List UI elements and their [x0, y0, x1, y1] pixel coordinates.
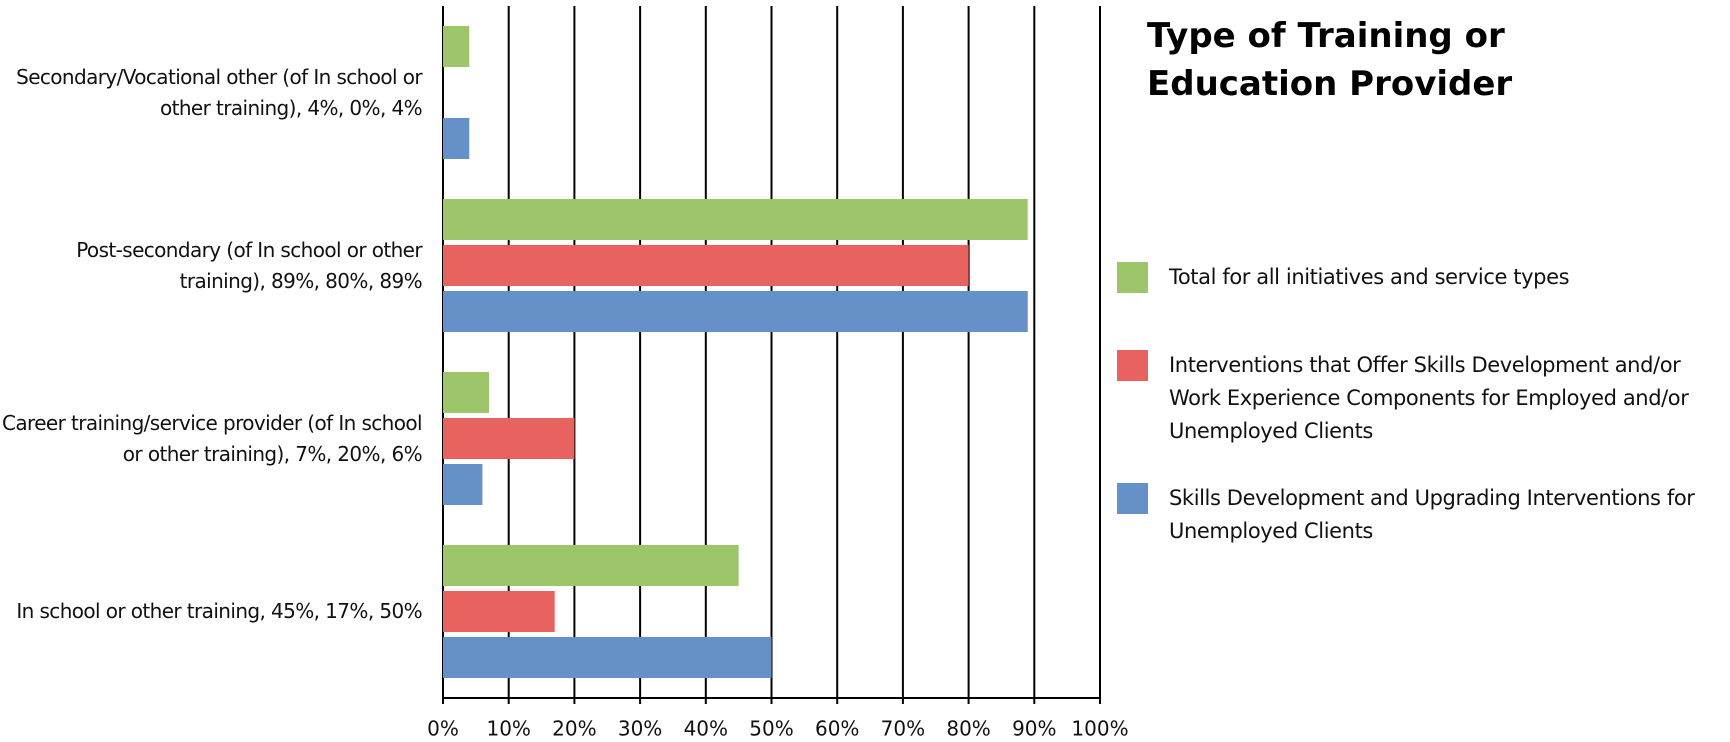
y-tick-label: Secondary/Vocational other (of In school… — [16, 64, 423, 120]
bar — [443, 245, 969, 286]
x-tick-label: 50% — [749, 717, 793, 741]
x-tick-label: 60% — [815, 717, 859, 741]
legend-swatch — [1117, 483, 1148, 514]
bar — [443, 291, 1028, 332]
y-tick-label: Post-secondary (of In school or other tr… — [76, 237, 422, 293]
x-tick-label: 30% — [618, 717, 662, 741]
bar — [443, 418, 575, 459]
y-tick-label: Career training/service provider (of In … — [2, 410, 423, 466]
x-tick-label: 40% — [684, 717, 728, 741]
x-tick-label: 100% — [1071, 717, 1128, 741]
bar — [443, 372, 489, 413]
legend-swatch — [1117, 262, 1148, 293]
legend-swatch — [1117, 350, 1148, 381]
y-tick-label: In school or other training, 45%, 17%, 5… — [16, 599, 422, 623]
bar — [443, 591, 555, 632]
x-tick-label: 0% — [427, 717, 459, 741]
bar — [443, 464, 483, 505]
x-tick-label: 80% — [946, 717, 990, 741]
legend-label: Interventions that Offer Skills Developm… — [1169, 353, 1689, 443]
bar — [443, 118, 470, 159]
bar — [443, 545, 739, 586]
x-tick-label: 70% — [881, 717, 925, 741]
chart-title: Type of Training or Education Provider — [1147, 16, 1513, 104]
x-tick-label: 20% — [552, 717, 596, 741]
x-tick-label: 90% — [1012, 717, 1056, 741]
bar — [443, 199, 1028, 240]
bar — [443, 26, 470, 67]
bar — [443, 637, 772, 678]
legend-label: Total for all initiatives and service ty… — [1169, 265, 1570, 289]
legend-label: Skills Development and Upgrading Interve… — [1169, 486, 1695, 543]
x-tick-label: 10% — [486, 717, 530, 741]
